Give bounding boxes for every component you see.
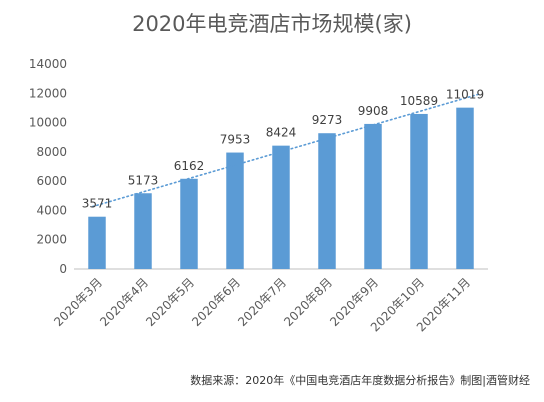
- y-tick-label: 14000: [29, 57, 67, 71]
- y-tick-label: 8000: [36, 145, 67, 159]
- bar: [456, 107, 474, 269]
- bar: [364, 123, 382, 269]
- category-label: 2020年7月: [235, 275, 289, 329]
- y-tick-label: 12000: [29, 86, 67, 100]
- trend-line: [91, 93, 480, 208]
- data-label: 5173: [128, 173, 159, 187]
- chart-title: 2020年电竞酒店市场规模(家): [132, 12, 412, 36]
- bar: [180, 178, 198, 269]
- bar: [226, 152, 244, 269]
- y-axis-ticks: 0 2000 4000 6000 8000 10000 12000 14000: [29, 57, 67, 276]
- data-label: 8424: [266, 126, 297, 140]
- category-label: 2020年4月: [97, 275, 151, 329]
- y-tick-label: 0: [59, 262, 67, 276]
- y-tick-label: 10000: [29, 116, 67, 130]
- category-label: 2020年3月: [51, 275, 105, 329]
- data-label: 9908: [358, 104, 389, 118]
- data-label: 7953: [220, 133, 251, 147]
- data-label: 11019: [446, 88, 484, 102]
- bars: [88, 107, 474, 270]
- y-tick-label: 2000: [36, 233, 67, 247]
- data-label: 3571: [82, 197, 113, 211]
- category-label: 2020年5月: [143, 275, 197, 329]
- y-tick-label: 4000: [36, 203, 67, 217]
- bar: [410, 113, 428, 270]
- data-label: 9273: [312, 113, 343, 127]
- data-labels: 3571 5173 6162 7953 8424 9273 9908 10589 11019: [82, 88, 484, 211]
- data-label: 10589: [400, 94, 438, 108]
- y-tick-label: 6000: [36, 174, 67, 188]
- source-note: 数据来源：2020年《中国电竞酒店年度数据分析报告》制图|酒管财经: [190, 374, 530, 387]
- bar: [272, 145, 290, 269]
- bar: [134, 193, 152, 269]
- data-label: 6162: [174, 159, 205, 173]
- category-label: 2020年6月: [189, 275, 243, 329]
- bar: [88, 216, 106, 269]
- category-label: 2020年8月: [281, 275, 335, 329]
- category-labels: 2020年3月2020年4月2020年5月2020年6月2020年7月2020年…: [51, 275, 473, 334]
- bar: [318, 133, 336, 269]
